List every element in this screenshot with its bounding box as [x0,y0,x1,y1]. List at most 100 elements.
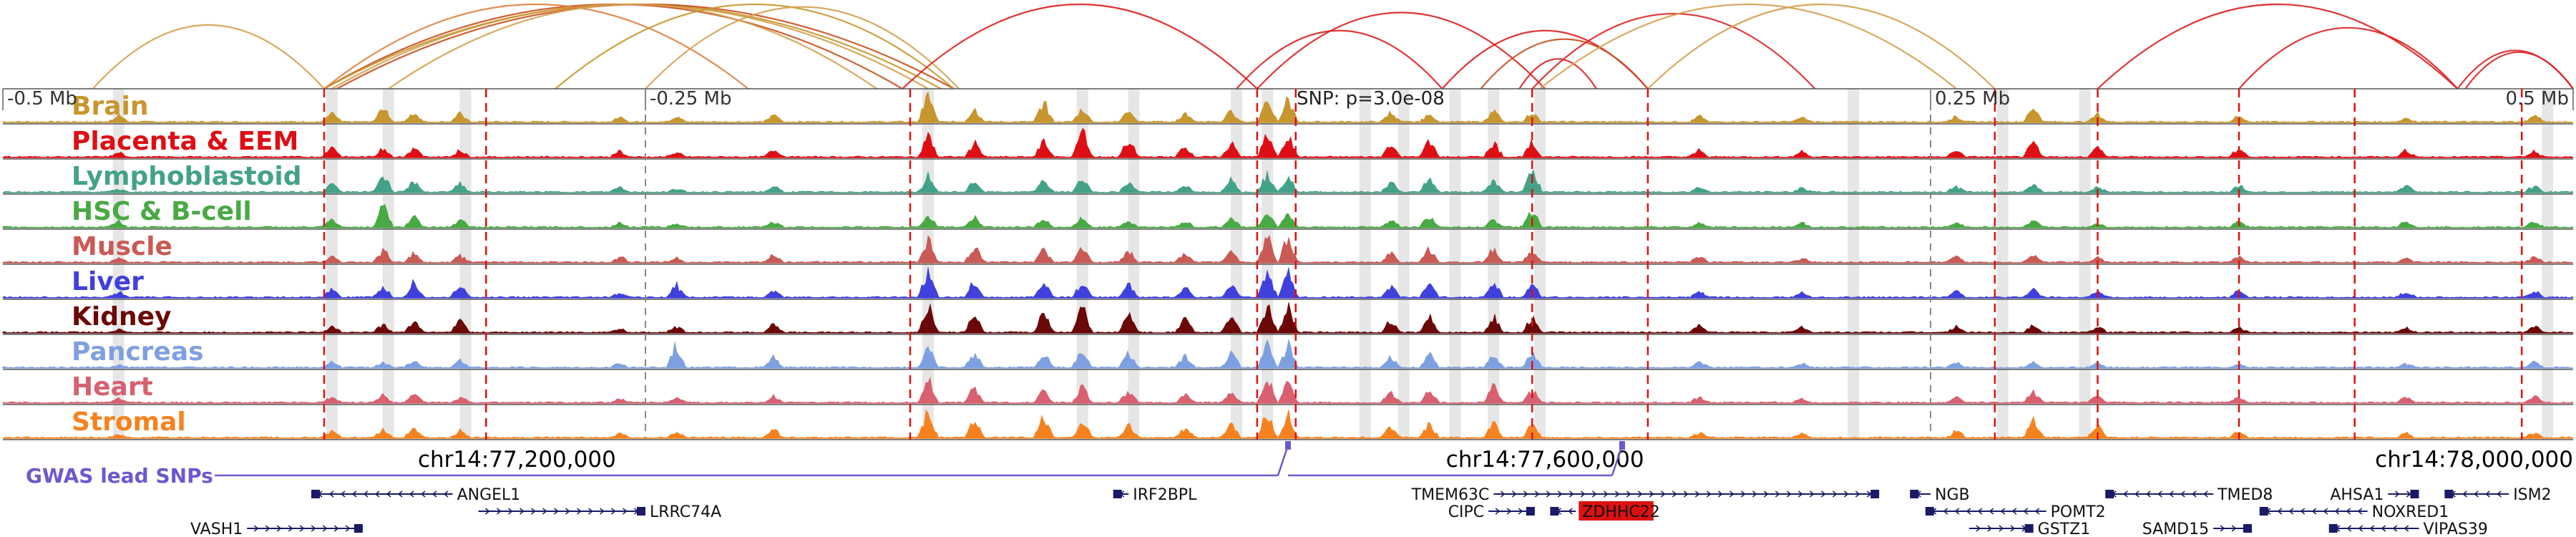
strand-chevron [328,490,334,498]
gene-highlight-box [1579,501,1654,521]
strand-chevron [2288,508,2294,515]
strand-chevron [2123,490,2128,498]
strand-chevron [1832,490,1838,498]
arc-2 [331,4,929,90]
gene-label: CIPC [1448,503,1484,521]
strand-chevron [2358,525,2363,532]
strand-chevron [1614,490,1620,498]
strand-chevron [588,508,593,515]
interaction-arcs [92,3,2574,90]
strand-chevron [2462,490,2467,498]
arc-17 [1647,4,1996,90]
strand-chevron [1775,490,1780,498]
strand-chevron [2346,525,2352,532]
strand-chevron [1729,490,1735,498]
strand-chevron [485,508,490,515]
gene-label: NGB [1935,486,1970,504]
strand-chevron [1518,508,1523,515]
gene-label: LRRC74A [650,503,721,521]
gene-label: ZDHHC22 [1582,503,1659,521]
strand-chevron [2277,508,2283,515]
strand-chevron [1763,490,1769,498]
strand-chevron [1672,490,1677,498]
strand-chevron [531,508,536,515]
strand-chevron [623,508,628,515]
relative-tick-label: -0.5 Mb [7,88,77,110]
strand-chevron [1999,525,2004,532]
strand-chevron [1694,490,1700,498]
strand-chevron [2334,508,2340,515]
strand-chevron [554,508,559,515]
strand-chevron [2311,508,2317,515]
strand-chevron [508,508,513,515]
coordinate-label: chr14:77,200,000 [418,447,616,473]
strand-chevron [2392,525,2398,532]
strand-chevron [340,490,346,498]
track-labels: Brain Placenta & EEM Lymphoblastoid HSC & B… [72,92,302,437]
arc-11 [1257,11,1546,90]
gene-label: TMED8 [2217,486,2273,504]
arc-9 [902,4,1258,90]
strand-chevron [386,490,391,498]
strand-chevron [1809,490,1815,498]
arc-6 [388,3,877,90]
relative-tick-label: 0.25 Mb [1935,88,2010,110]
strand-chevron [2010,525,2016,532]
dashed-lines [323,89,2523,440]
strand-chevron [497,508,502,515]
relative-tick-label: 0.5 Mb [2505,88,2569,110]
arc-5 [323,4,749,90]
gene-exon [2410,490,2419,498]
strand-chevron [351,490,357,498]
strand-chevron [2406,490,2411,498]
strand-chevron [1546,490,1551,498]
strand-chevron [1820,490,1826,498]
strand-chevron [1976,525,1981,532]
strand-chevron [443,490,449,498]
strand-chevron [2180,490,2185,498]
gene-exon [2243,524,2252,533]
gwas-snp-marker [1619,441,1625,450]
gene-label: GSTZ1 [2038,521,2091,537]
strand-chevron [409,490,414,498]
strand-chevron [577,508,582,515]
strand-chevron [1660,490,1666,498]
strand-chevron [2169,490,2174,498]
gene-label: IRF2BPL [1133,486,1197,504]
strand-chevron [1637,490,1643,498]
strand-chevron [2192,490,2197,498]
strand-chevron [1495,508,1501,515]
strand-chevron [299,525,305,532]
strand-chevron [1568,490,1574,498]
gene-exon [1870,490,1880,498]
signal-4 [2,235,2574,263]
strand-chevron [1649,490,1654,498]
gene-exon [353,524,363,533]
strand-chevron [420,490,426,498]
arc-14 [1518,58,1597,90]
strand-chevron [2394,490,2400,498]
strand-chevron [1500,490,1506,498]
track-label-5: Liver [72,267,144,296]
arc-18 [2097,3,2459,90]
strand-chevron [288,525,293,532]
strand-chevron [1580,490,1586,498]
strand-chevron [1989,508,1994,515]
strand-chevron [253,525,259,532]
gene-exon [2328,524,2338,533]
strand-chevron [1943,508,1948,515]
strand-chevron [1987,525,1993,532]
gwas-snp-marker [1285,441,1291,450]
strand-chevron [2357,508,2363,515]
relative-tick-label: -0.25 Mb [650,88,731,110]
gene-exon [637,507,645,516]
gene-label: ANGEL1 [457,486,521,504]
strand-chevron [1568,508,1573,515]
strand-chevron [611,508,616,515]
strand-chevron [276,525,282,532]
strand-chevron [265,525,270,532]
strand-chevron [2381,525,2386,532]
gene-exon [1526,507,1535,516]
